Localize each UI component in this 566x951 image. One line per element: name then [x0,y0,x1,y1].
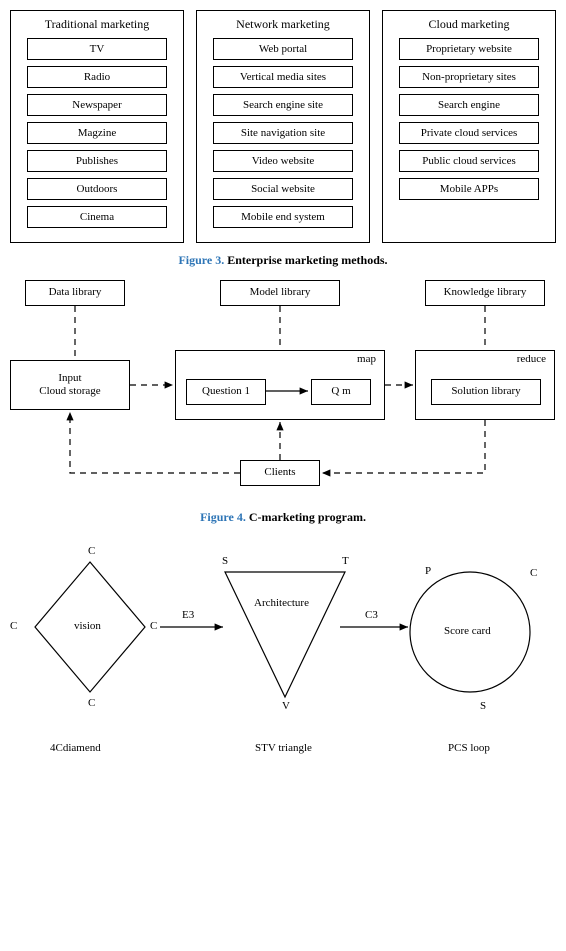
item-box: Proprietary website [399,38,539,60]
item-box: TV [27,38,167,60]
item-box: Radio [27,66,167,88]
item-box: Public cloud services [399,150,539,172]
diamond-top-c: C [88,545,95,557]
reduce-label: reduce [517,353,546,366]
figure3-caption-prefix: Figure 3. [178,253,224,267]
column-network: Network marketing Web portal Vertical me… [196,10,370,243]
item-box: Publishes [27,150,167,172]
node-reduce: reduce Solution library [415,350,555,420]
item-box: Private cloud services [399,122,539,144]
circle-footer: PCS loop [448,742,490,754]
node-label: Model library [250,286,311,299]
figure3-caption-text: Enterprise marketing methods. [227,253,387,267]
node-question1: Question 1 [186,379,266,405]
figure3-caption: Figure 3. Enterprise marketing methods. [10,253,556,268]
item-box: Social website [213,178,353,200]
item-box: Non-proprietary sites [399,66,539,88]
triangle-t: T [342,555,349,567]
node-model-library: Model library [220,280,340,306]
triangle-s: S [222,555,228,567]
item-box: Web portal [213,38,353,60]
node-label: Solution library [451,385,520,398]
item-box: Mobile end system [213,206,353,228]
item-box: Site navigation site [213,122,353,144]
node-label: Q m [331,385,350,398]
column-title: Network marketing [236,17,330,32]
node-label: Input Cloud storage [39,372,100,398]
item-box: Newspaper [27,94,167,116]
edge-c3: C3 [365,609,378,621]
node-qm: Q m [311,379,371,405]
circle-p: P [425,565,431,577]
column-traditional: Traditional marketing TV Radio Newspaper… [10,10,184,243]
figure5-diagram: C C C C vision S T V Architecture P C S … [10,537,556,777]
item-box: Cinema [27,206,167,228]
item-box: Magzine [27,122,167,144]
diamond-left-c: C [10,620,17,632]
node-clients: Clients [240,460,320,486]
figure3-columns: Traditional marketing TV Radio Newspaper… [10,10,556,243]
circle-s: S [480,700,486,712]
triangle-center-label: Architecture [254,597,309,609]
node-label: Question 1 [202,385,250,398]
item-box: Search engine [399,94,539,116]
figure4-diagram: Data library Model library Knowledge lib… [10,280,556,500]
item-box: Search engine site [213,94,353,116]
node-input-cloud: Input Cloud storage [10,360,130,410]
diamond-center-label: vision [74,620,101,632]
figure4-caption-prefix: Figure 4. [200,510,246,524]
node-label: Data library [49,286,102,299]
figure4-caption-text: C-marketing program. [249,510,366,524]
circle-c: C [530,567,537,579]
node-map: map Question 1 Q m [175,350,385,420]
diamond-footer: 4Cdiamend [50,742,101,754]
diamond-bottom-c: C [88,697,95,709]
figure4-caption: Figure 4. C-marketing program. [10,510,556,525]
node-solution-library: Solution library [431,379,541,405]
item-box: Mobile APPs [399,178,539,200]
triangle-v: V [282,700,290,712]
edge-e3: E3 [182,609,194,621]
column-cloud: Cloud marketing Proprietary website Non-… [382,10,556,243]
figure5-shapes [10,537,556,777]
item-box: Outdoors [27,178,167,200]
item-box: Vertical media sites [213,66,353,88]
column-title: Cloud marketing [429,17,510,32]
node-knowledge-library: Knowledge library [425,280,545,306]
circle-center-label: Score card [444,625,491,637]
node-label: Clients [264,466,295,479]
node-data-library: Data library [25,280,125,306]
column-title: Traditional marketing [45,17,150,32]
triangle-footer: STV triangle [255,742,312,754]
node-label: Knowledge library [444,286,527,299]
diamond-right-c: C [150,620,157,632]
map-label: map [357,353,376,366]
item-box: Video website [213,150,353,172]
